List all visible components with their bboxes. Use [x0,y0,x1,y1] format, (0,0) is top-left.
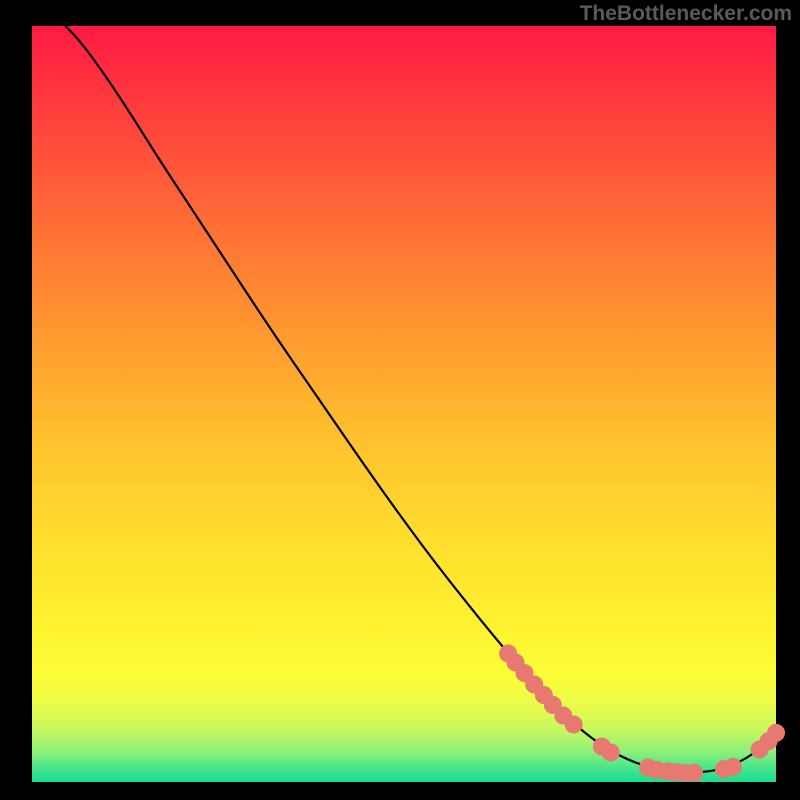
chart-svg [0,0,800,800]
chart-container: TheBottlenecker.com [0,0,800,800]
watermark-text: TheBottlenecker.com [580,2,792,26]
data-marker [602,744,619,761]
data-marker [565,716,582,733]
data-marker [768,724,785,741]
data-marker [686,764,703,781]
data-marker [724,758,741,775]
